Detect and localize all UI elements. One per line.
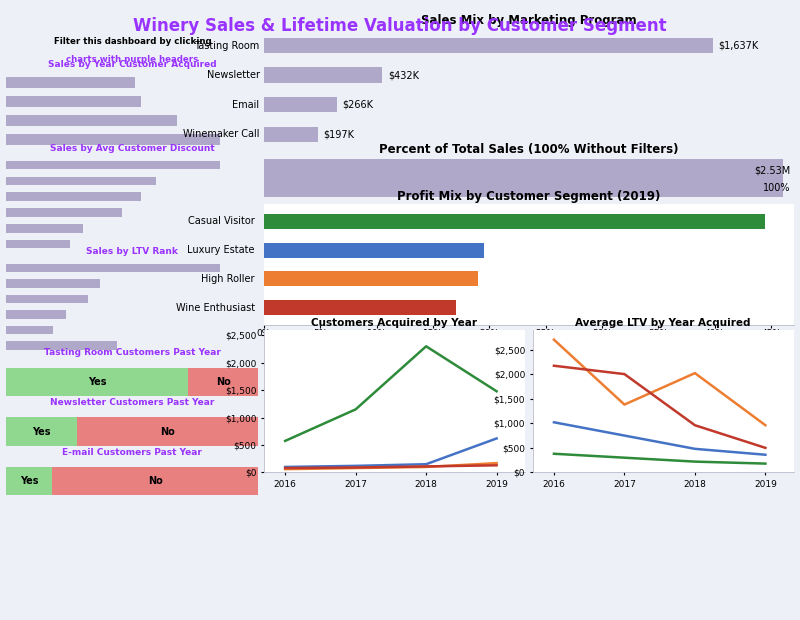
Bar [264,214,766,229]
Bar [6,264,220,272]
Text: Email: Email [232,100,259,110]
Bar [6,310,66,319]
Bar [6,240,70,249]
Title: Sales by Avg Customer Discount: Sales by Avg Customer Discount [50,144,214,154]
Text: Casual Visitor: Casual Visitor [188,216,255,226]
Bar [6,78,134,88]
Bar [264,97,337,112]
Text: No: No [148,476,162,486]
Bar [52,467,258,495]
Text: Winery Sales & Lifetime Valuation by Customer Segment: Winery Sales & Lifetime Valuation by Cus… [133,17,667,35]
Title: E-mail Customers Past Year: E-mail Customers Past Year [62,448,202,457]
Text: 100%: 100% [763,184,791,193]
Text: Tasting Room: Tasting Room [194,41,259,51]
Bar [264,126,318,142]
Bar [6,368,188,396]
Bar [6,177,156,185]
Text: Wine Enthusiast: Wine Enthusiast [176,303,255,312]
Text: Newsletter: Newsletter [206,70,259,80]
Bar [6,224,83,232]
Bar [264,242,484,257]
Bar [6,294,87,303]
Bar [6,208,122,217]
Bar [6,279,100,288]
Text: No: No [160,427,175,436]
Bar [6,326,54,334]
Title: Sales Mix by Marketing Program: Sales Mix by Marketing Program [421,14,637,27]
Bar [6,161,220,169]
Bar [6,192,141,201]
Text: $266K: $266K [342,100,374,110]
Bar [264,272,478,286]
Title: Newsletter Customers Past Year: Newsletter Customers Past Year [50,398,214,407]
Bar [6,96,141,107]
Bar [6,115,178,126]
Text: $2.53M: $2.53M [754,166,791,175]
Text: High Roller: High Roller [202,274,255,284]
Title: Tasting Room Customers Past Year: Tasting Room Customers Past Year [44,348,221,358]
Title: Profit Mix by Customer Segment (2019): Profit Mix by Customer Segment (2019) [397,190,661,203]
Text: $197K: $197K [323,129,354,139]
Text: Yes: Yes [20,476,38,486]
Bar [6,417,77,446]
Title: Customers Acquired by Year: Customers Acquired by Year [311,317,478,328]
Text: No: No [216,377,230,387]
Title: Sales by LTV Rank: Sales by LTV Rank [86,247,178,257]
Bar [6,341,118,350]
Text: Filter this dashboard by clicking: Filter this dashboard by clicking [54,37,211,46]
Text: Luxury Estate: Luxury Estate [187,245,255,255]
Bar [6,134,220,144]
Text: $1,637K: $1,637K [718,41,758,51]
Text: Winemaker Call: Winemaker Call [183,129,259,139]
Bar [188,368,258,396]
Bar [6,467,52,495]
Text: charts with purple headers: charts with purple headers [66,55,198,64]
Text: $432K: $432K [388,70,419,80]
Bar [264,68,382,83]
Bar [77,417,258,446]
Title: Percent of Total Sales (100% Without Filters): Percent of Total Sales (100% Without Fil… [379,143,678,156]
Title: Average LTV by Year Acquired: Average LTV by Year Acquired [575,317,751,328]
Text: Yes: Yes [88,377,106,387]
Title: Sales by Year Customer Acquired: Sales by Year Customer Acquired [48,60,217,69]
Bar [264,38,713,53]
Bar [264,300,455,315]
Text: Yes: Yes [33,427,51,436]
